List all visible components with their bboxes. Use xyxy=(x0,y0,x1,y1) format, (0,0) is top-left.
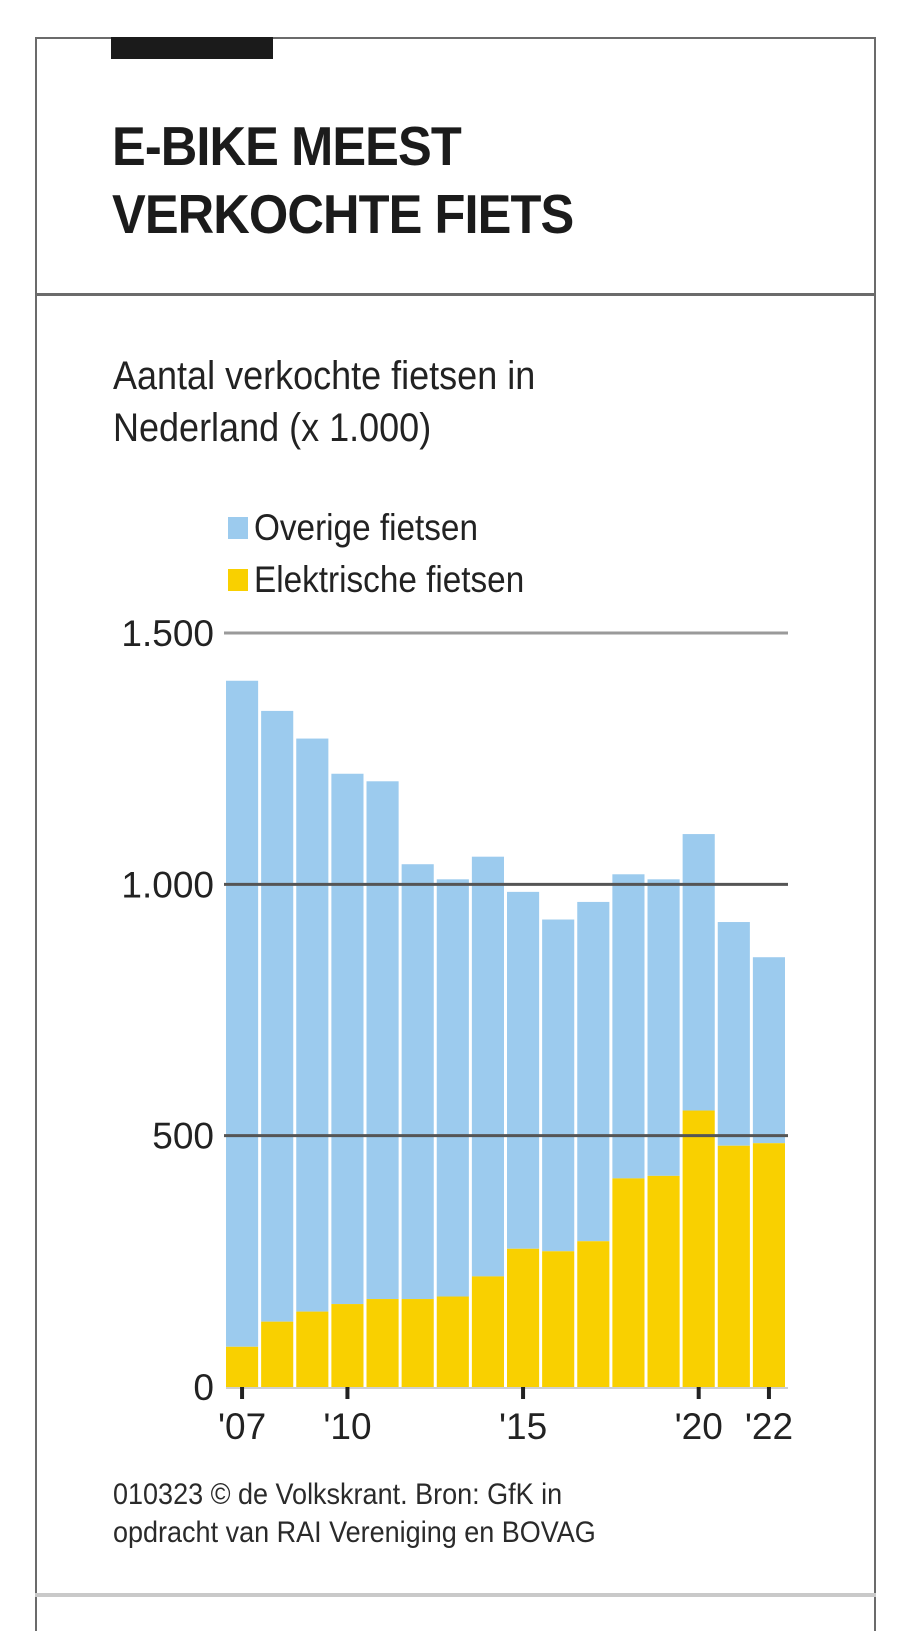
bar-elektrisch-2014 xyxy=(471,1276,504,1387)
bar-elektrisch-2018 xyxy=(612,1178,645,1387)
bar-elektrisch-2020 xyxy=(682,1110,715,1387)
bar-elektrisch-2019 xyxy=(647,1175,680,1387)
subtitle-line-2: Nederland (x 1.000) xyxy=(113,406,432,450)
chart-subtitle: Aantal verkochte fietsen in Nederland (x… xyxy=(113,350,535,454)
bar-elektrisch-2008 xyxy=(261,1321,294,1387)
bar-overige-2012 xyxy=(401,864,434,1300)
x-tick-label: '22 xyxy=(745,1406,793,1447)
bar-elektrisch-2017 xyxy=(577,1241,610,1387)
header-divider xyxy=(35,293,876,296)
bar-overige-2018 xyxy=(612,874,645,1179)
bar-overige-2014 xyxy=(471,856,504,1277)
legend-item-elektrisch: Elektrische fietsen xyxy=(228,554,554,606)
headline: E-BIKE MEEST VERKOCHTE FIETS xyxy=(112,112,574,248)
bar-elektrisch-2013 xyxy=(436,1296,469,1387)
x-tick-label: '10 xyxy=(323,1406,371,1447)
headline-line-2: VERKOCHTE FIETS xyxy=(112,183,574,245)
legend-swatch-elektrisch xyxy=(228,569,248,591)
frame-right-border xyxy=(874,37,876,1631)
bar-overige-2016 xyxy=(542,919,575,1252)
frame-top-border xyxy=(35,37,876,39)
bar-elektrisch-2021 xyxy=(717,1145,750,1387)
x-tick-label: '20 xyxy=(675,1406,723,1447)
subtitle-line-1: Aantal verkochte fietsen in xyxy=(113,354,536,398)
bar-overige-2019 xyxy=(647,879,680,1176)
bar-overige-2009 xyxy=(296,738,329,1312)
bar-elektrisch-2010 xyxy=(331,1304,364,1387)
legend-label-elektrisch: Elektrische fietsen xyxy=(254,559,525,600)
bar-overige-2011 xyxy=(366,781,399,1300)
bar-overige-2022 xyxy=(752,957,785,1144)
frame-left-border xyxy=(35,37,37,1631)
bar-overige-2007 xyxy=(226,680,259,1347)
bar-overige-2015 xyxy=(507,891,540,1249)
bar-elektrisch-2012 xyxy=(401,1299,434,1387)
bar-elektrisch-2011 xyxy=(366,1299,399,1387)
legend-swatch-overige xyxy=(228,517,248,539)
bar-elektrisch-2007 xyxy=(226,1346,259,1387)
bar-elektrisch-2016 xyxy=(542,1251,575,1387)
bar-overige-2021 xyxy=(717,922,750,1146)
bars-group xyxy=(226,680,785,1387)
x-tick-label: '15 xyxy=(499,1406,547,1447)
bar-elektrisch-2022 xyxy=(752,1143,785,1387)
source-credit: 010323 © de Volkskrant. Bron: GfK in opd… xyxy=(113,1476,596,1552)
y-tick-label: 0 xyxy=(193,1367,214,1408)
chart-legend: Overige fietsen Elektrische fietsen xyxy=(228,502,554,606)
footer-divider xyxy=(35,1593,876,1597)
headline-line-1: E-BIKE MEEST xyxy=(112,115,462,177)
y-tick-label: 1.000 xyxy=(121,864,214,905)
gridlines-group xyxy=(224,631,788,1389)
y-axis-ticks: 0 500 1.000 1.500 xyxy=(121,613,214,1408)
bar-overige-2013 xyxy=(436,879,469,1297)
bar-overige-2017 xyxy=(577,901,610,1242)
legend-item-overige: Overige fietsen xyxy=(228,502,554,554)
y-tick-label: 1.500 xyxy=(121,613,214,654)
legend-label-overige: Overige fietsen xyxy=(254,507,478,548)
x-tick-label: '07 xyxy=(218,1406,266,1447)
bar-overige-2008 xyxy=(261,710,294,1322)
bar-elektrisch-2015 xyxy=(507,1248,540,1387)
bar-elektrisch-2009 xyxy=(296,1311,329,1387)
y-tick-label: 500 xyxy=(152,1116,214,1157)
bar-overige-2010 xyxy=(331,773,364,1305)
source-credit-line-1: 010323 © de Volkskrant. Bron: GfK in xyxy=(113,1478,563,1511)
x-axis-ticks: '07 '10 '15 '20 '22 xyxy=(218,1387,793,1447)
source-credit-line-2: opdracht van RAI Vereniging en BOVAG xyxy=(113,1516,596,1549)
section-tag-bar xyxy=(111,37,273,59)
bar-overige-2020 xyxy=(682,834,715,1111)
